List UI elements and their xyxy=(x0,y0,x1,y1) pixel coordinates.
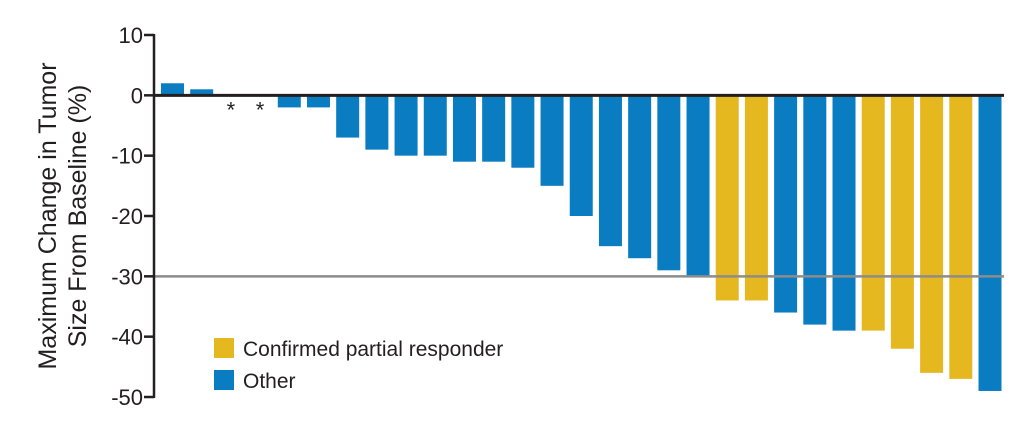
bar xyxy=(161,83,184,96)
bar xyxy=(832,95,856,331)
bar xyxy=(569,95,593,216)
bar xyxy=(598,95,622,247)
y-tick-label: -30 xyxy=(111,264,143,289)
y-axis-ticks: 10 0 -10 -20 -30 -40 -50 xyxy=(111,23,154,410)
bar xyxy=(628,95,652,259)
bar xyxy=(920,95,944,373)
bar-marker: * xyxy=(227,97,236,122)
y-tick-label: -40 xyxy=(111,325,143,350)
bar xyxy=(978,95,1002,391)
bar xyxy=(949,95,973,379)
y-tick-label: -10 xyxy=(111,144,143,169)
bar-series xyxy=(161,83,1002,391)
bar xyxy=(423,95,447,156)
bar xyxy=(657,95,681,271)
bar xyxy=(394,95,418,156)
y-axis-title-line-2: Size From Baseline (%) xyxy=(64,85,92,348)
y-axis-title-line-1: Maximum Change in Tumor xyxy=(34,62,62,369)
bar xyxy=(306,95,330,108)
bar xyxy=(803,95,827,325)
bar xyxy=(336,95,360,138)
legend-swatch xyxy=(214,370,234,390)
bar xyxy=(744,95,768,301)
bar xyxy=(890,95,914,349)
bar xyxy=(277,95,301,108)
y-tick-label: -20 xyxy=(111,204,143,229)
legend-label: Other xyxy=(243,370,296,393)
bar xyxy=(365,95,389,150)
y-tick-label: 10 xyxy=(119,23,143,48)
bar xyxy=(511,95,535,168)
bar xyxy=(540,95,564,186)
y-axis-title: Maximum Change in Tumor Size From Baseli… xyxy=(34,62,92,369)
legend-label: Confirmed partial responder xyxy=(243,338,503,361)
bar xyxy=(482,95,506,162)
bar xyxy=(715,95,739,301)
legend-swatch xyxy=(214,338,234,358)
bar-marker: * xyxy=(256,97,265,122)
legend: Confirmed partial responder Other xyxy=(214,338,503,393)
bar xyxy=(686,95,710,277)
marker-series: * * xyxy=(227,97,265,122)
y-tick-label: 0 xyxy=(131,83,143,108)
bar xyxy=(861,95,885,331)
y-tick-label: -50 xyxy=(111,385,143,410)
bar xyxy=(774,95,798,313)
bar xyxy=(452,95,476,162)
bar xyxy=(190,89,214,96)
